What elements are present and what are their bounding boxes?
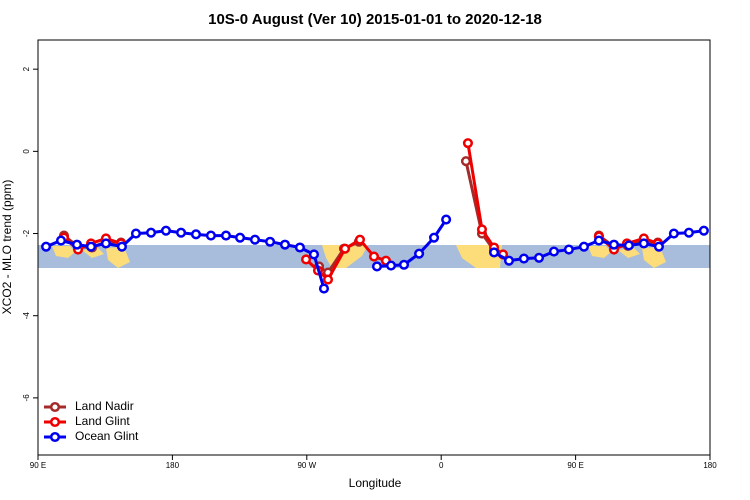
data-point <box>489 247 500 258</box>
data-point <box>548 246 559 257</box>
data-point <box>55 235 67 246</box>
data-point <box>160 225 172 236</box>
x-tick-label: 180 <box>166 461 180 470</box>
y-tick-label: -6 <box>22 394 31 402</box>
data-point <box>265 236 276 247</box>
data-point <box>371 261 383 272</box>
data-point <box>563 244 574 255</box>
data-point <box>593 235 604 246</box>
data-point <box>190 229 202 240</box>
y-tick-label: -2 <box>22 229 31 237</box>
data-point <box>578 241 590 252</box>
data-point <box>279 239 291 250</box>
x-tick-label: 0 <box>439 461 444 470</box>
data-point <box>176 227 187 238</box>
data-point <box>668 228 679 239</box>
y-tick-label: 2 <box>22 66 31 71</box>
legend-marker <box>49 416 61 428</box>
x-tick-label: 90 W <box>297 461 316 470</box>
chart-title: 10S-0 August (Ver 10) 2015-01-01 to 2020… <box>208 11 542 28</box>
data-point <box>339 243 351 254</box>
data-point <box>234 232 246 243</box>
x-axis-label: Longitude <box>349 476 402 490</box>
data-point <box>608 239 620 250</box>
data-point <box>145 227 157 238</box>
data-point <box>398 259 410 270</box>
data-point <box>220 230 232 241</box>
data-point <box>462 138 473 149</box>
legend-marker <box>49 401 61 413</box>
data-point <box>354 234 366 245</box>
data-point <box>41 241 52 252</box>
data-point <box>85 241 97 252</box>
data-point <box>638 238 649 249</box>
legend-marker <box>49 431 61 443</box>
data-point <box>533 252 545 263</box>
data-point <box>116 241 127 252</box>
data-point <box>623 240 634 251</box>
x-tick-label: 90 E <box>30 461 46 470</box>
plot-frame <box>37 39 711 456</box>
data-point <box>428 232 440 243</box>
data-point <box>698 225 709 236</box>
legend-label: Ocean Glint <box>75 429 139 443</box>
y-tick-label: -4 <box>22 312 31 320</box>
data-point <box>294 242 305 253</box>
data-point <box>318 283 330 294</box>
x-tick-label: 90 E <box>567 461 583 470</box>
legend-label: Land Nadir <box>75 399 134 413</box>
legend-label: Land Glint <box>75 414 130 428</box>
data-point <box>460 156 472 167</box>
data-point <box>100 238 111 249</box>
data-point <box>322 274 334 285</box>
x-tick-label: 180 <box>703 461 717 470</box>
data-point <box>368 251 380 262</box>
y-axis-label: XCO2 - MLO trend (ppm) <box>0 180 14 315</box>
data-point <box>683 227 694 238</box>
data-point <box>476 224 488 235</box>
data-point <box>518 253 529 264</box>
data-point <box>385 260 397 271</box>
data-point <box>653 241 664 252</box>
data-point <box>130 228 142 239</box>
data-point <box>249 234 261 245</box>
data-point <box>441 214 452 225</box>
data-point <box>414 248 425 259</box>
land <box>588 246 666 268</box>
data-point <box>71 239 83 250</box>
data-point <box>503 255 515 266</box>
land <box>52 246 130 268</box>
y-tick-label: 0 <box>22 149 31 154</box>
data-point <box>301 254 312 265</box>
data-point <box>308 249 320 260</box>
data-point <box>205 230 216 241</box>
